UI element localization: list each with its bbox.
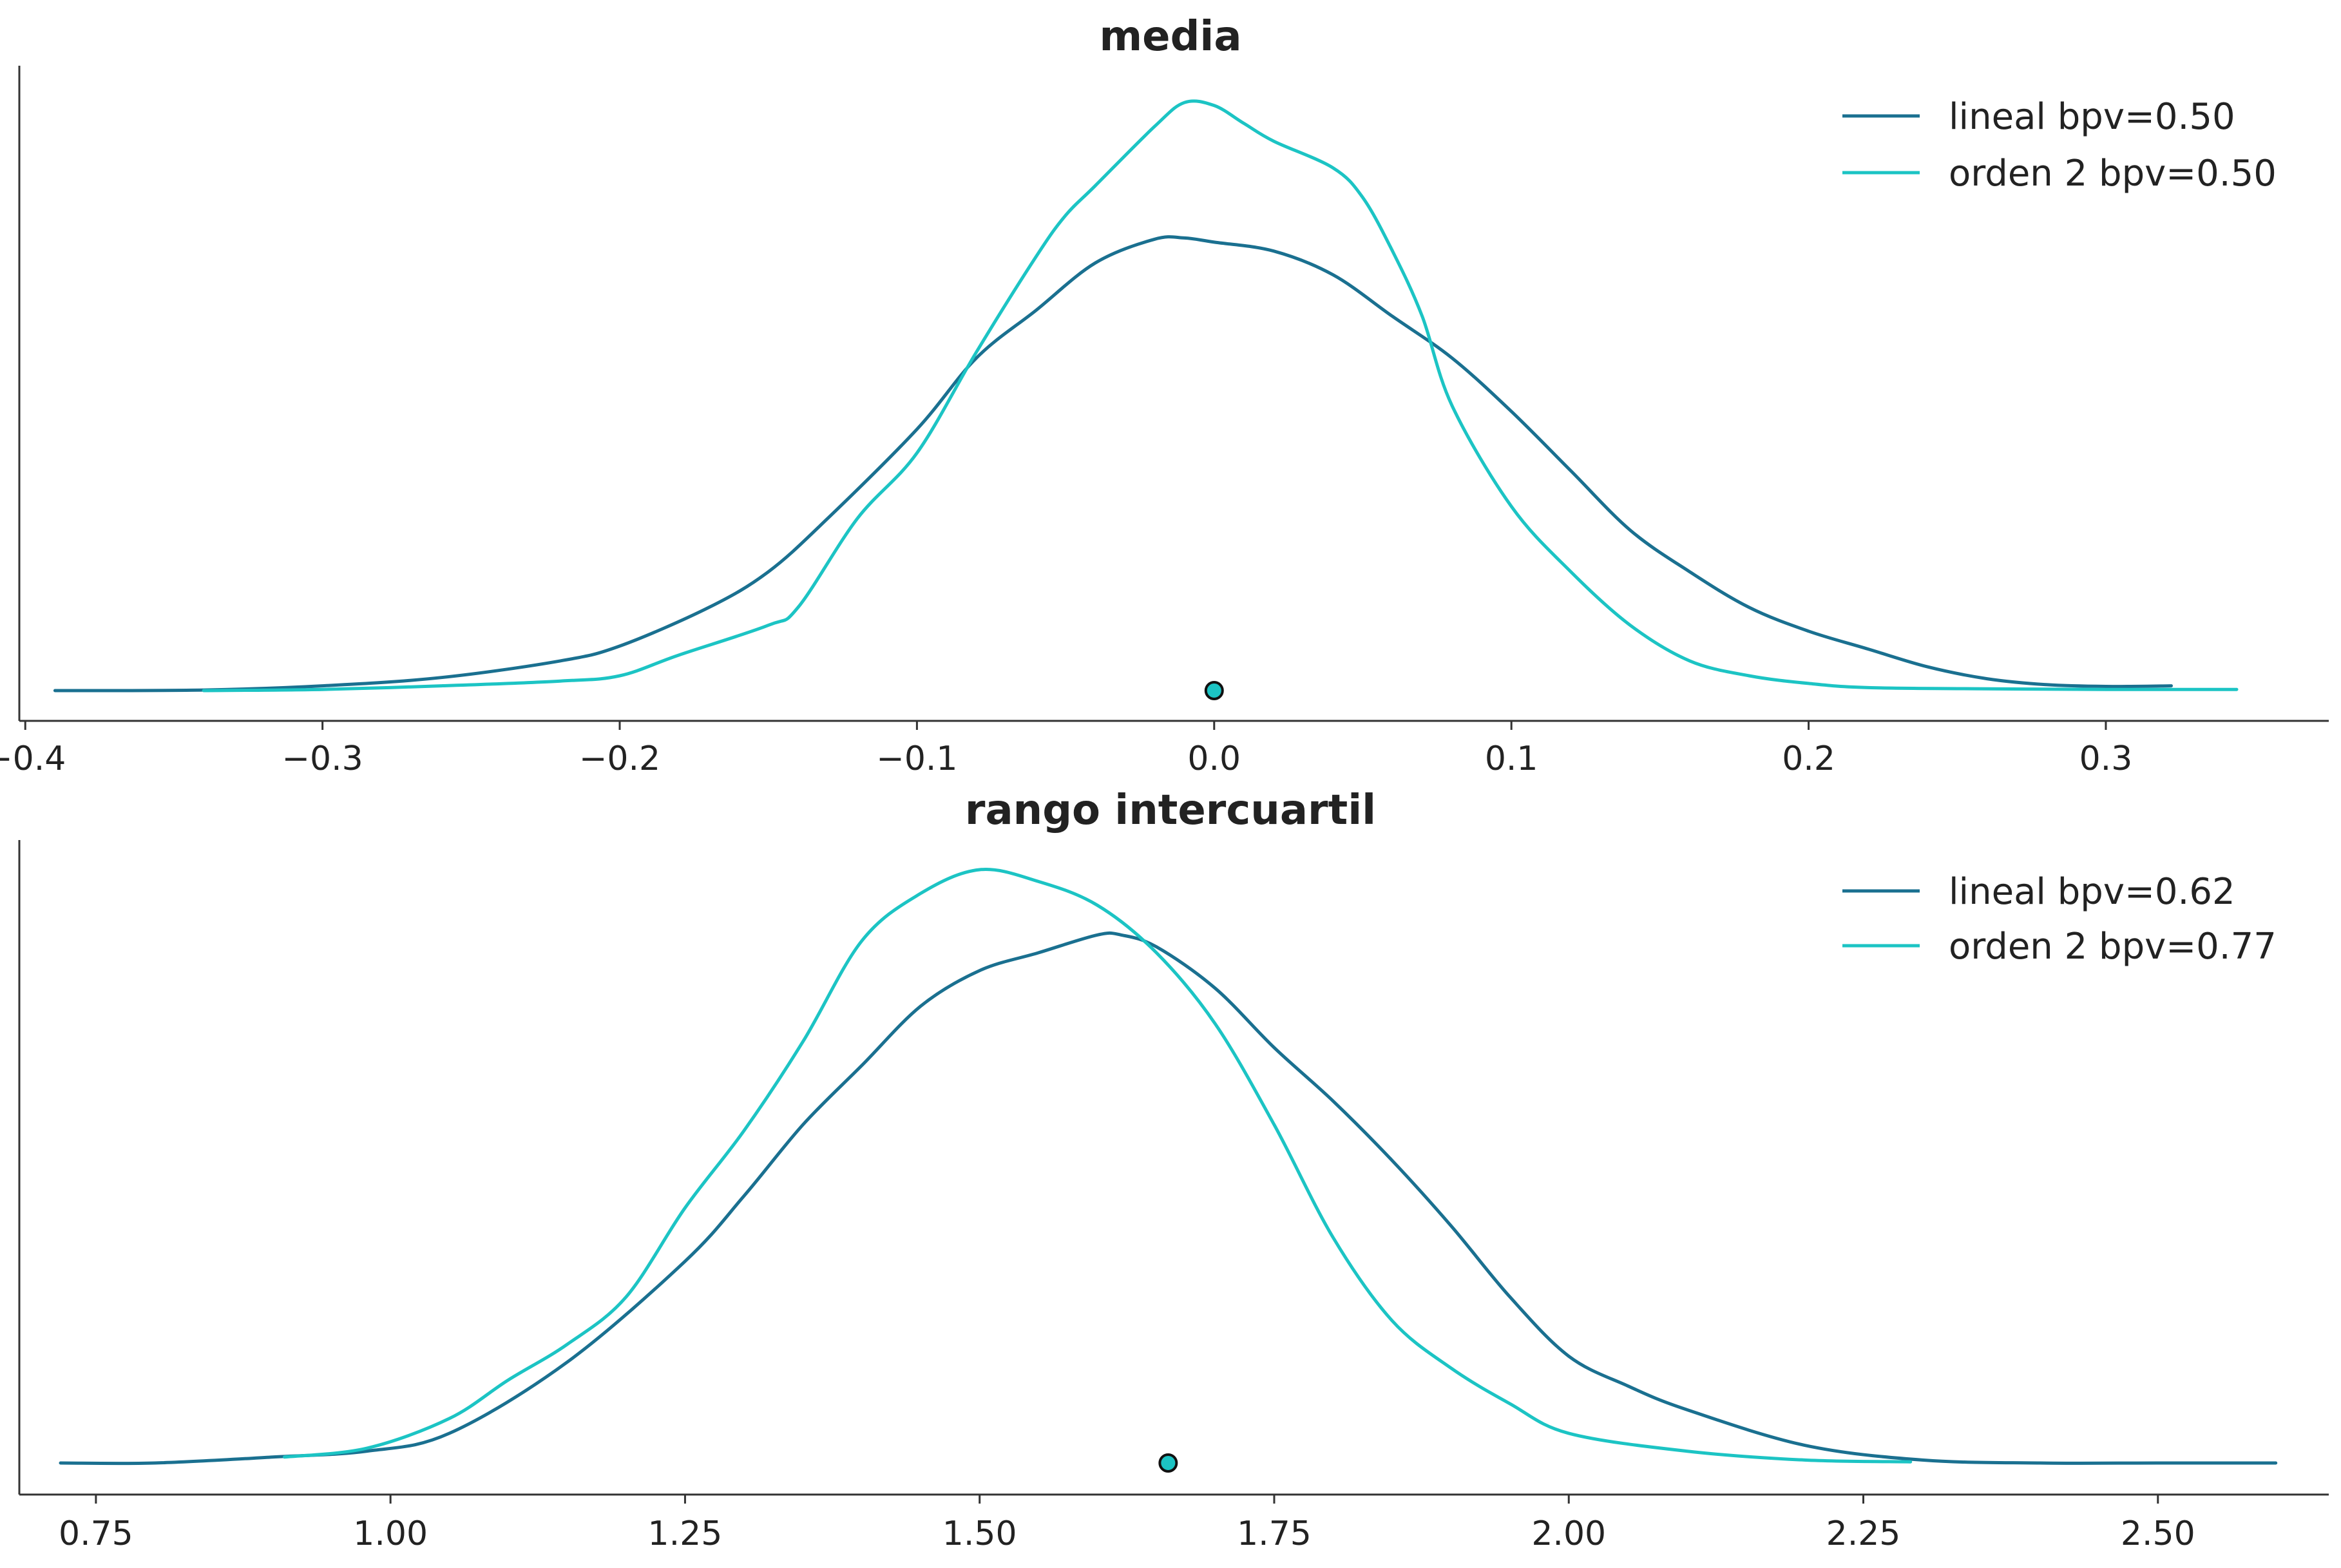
series-line-orden2 xyxy=(202,99,2239,693)
series-line-orden2 xyxy=(283,868,1913,1464)
legend-label-orden2: orden 2 bpv=0.50 xyxy=(1949,153,2277,195)
x-tick-label: 1.00 xyxy=(353,1515,428,1553)
legend: lineal bpv=0.50 orden 2 bpv=0.50 xyxy=(1842,96,2277,195)
x-axis-ticks: −0.4 −0.3 −0.2 −0.1 0.0 0.1 0.2 0.3 xyxy=(0,721,2132,778)
panel-rango-intercuartil: rango intercuartil 0.75 1.00 1.25 1.50 1.75 2… xyxy=(18,787,2329,1553)
legend-label-lineal: lineal bpv=0.62 xyxy=(1949,871,2235,913)
panel-media: media −0.4 −0.3 −0.2 −0.1 0.0 0.1 0.2 0.3 linea… xyxy=(0,13,2329,778)
x-tick-label: −0.1 xyxy=(876,740,957,778)
x-tick-label: 2.00 xyxy=(1531,1515,1606,1553)
x-tick-label: 0.1 xyxy=(1485,740,1538,778)
x-tick-label: 0.3 xyxy=(2079,740,2133,778)
x-tick-label: −0.2 xyxy=(579,740,660,778)
legend-label-orden2: orden 2 bpv=0.77 xyxy=(1949,926,2277,968)
x-tick-label: 1.75 xyxy=(1237,1515,1312,1553)
chart-title: media xyxy=(1099,13,1241,61)
observed-marker xyxy=(1204,681,1224,700)
x-tick-label: 2.25 xyxy=(1826,1515,1901,1553)
x-tick-label: 1.25 xyxy=(648,1515,723,1553)
x-tick-label: −0.3 xyxy=(282,740,363,778)
series-line-lineal xyxy=(53,235,2173,693)
x-tick-label: 0.0 xyxy=(1187,740,1241,778)
x-tick-label: 1.50 xyxy=(942,1515,1017,1553)
x-tick-label: −0.4 xyxy=(0,740,66,778)
x-tick-label: 0.2 xyxy=(1782,740,1835,778)
plot-area xyxy=(53,99,2239,700)
x-tick-label: 0.75 xyxy=(59,1515,133,1553)
legend-label-lineal: lineal bpv=0.50 xyxy=(1949,96,2235,138)
observed-marker xyxy=(1158,1453,1178,1473)
plot-area xyxy=(59,868,2278,1473)
legend: lineal bpv=0.62 orden 2 bpv=0.77 xyxy=(1842,871,2277,968)
x-tick-label: 2.50 xyxy=(2121,1515,2195,1553)
x-axis-ticks: 0.75 1.00 1.25 1.50 1.75 2.00 2.25 2.50 xyxy=(59,1495,2195,1553)
chart-title: rango intercuartil xyxy=(965,787,1376,834)
